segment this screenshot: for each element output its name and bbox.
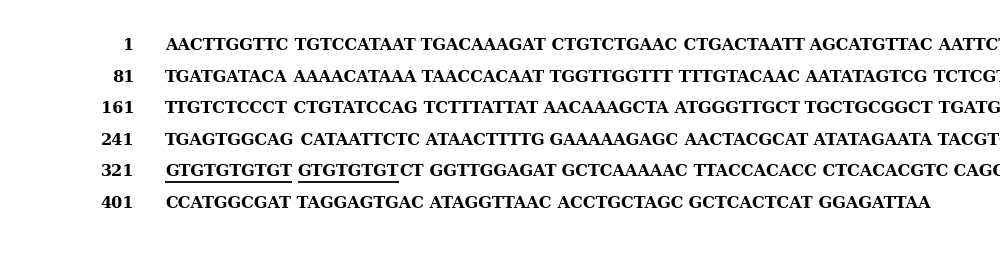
Text: TGTCCATAAT: TGTCCATAAT (289, 37, 415, 54)
Text: CTCACACGTC: CTCACACGTC (817, 163, 948, 180)
Text: AAAACATAAA: AAAACATAAA (288, 68, 416, 86)
Text: 81: 81 (112, 68, 134, 86)
Text: TGATGTTTAC: TGATGTTTAC (933, 100, 1000, 117)
Text: CATAATTCTC: CATAATTCTC (295, 132, 420, 149)
Text: TTGTCTCCCT: TTGTCTCCCT (165, 100, 288, 117)
Text: TCTTTATTAT: TCTTTATTAT (418, 100, 538, 117)
Text: GGTTGGAGAT: GGTTGGAGAT (424, 163, 556, 180)
Text: AACAAAGCTA: AACAAAGCTA (538, 100, 669, 117)
Text: AATATAGTCG: AATATAGTCG (800, 68, 928, 86)
Text: GAAAAAGAGC: GAAAAAGAGC (544, 132, 679, 149)
Text: ACCTGCTAGC: ACCTGCTAGC (552, 195, 683, 212)
Text: GTGTGTGT: GTGTGTGT (298, 163, 399, 180)
Text: TAGGAGTGAC: TAGGAGTGAC (291, 195, 424, 212)
Text: ATAGGTTAAC: ATAGGTTAAC (424, 195, 552, 212)
Text: AACTTGGTTC: AACTTGGTTC (165, 37, 289, 54)
Text: CCATGGCGAT: CCATGGCGAT (165, 195, 291, 212)
Text: GTGTGTGTGT: GTGTGTGTGT (165, 163, 292, 180)
Text: 401: 401 (101, 195, 134, 212)
Text: TAACCACAAT: TAACCACAAT (416, 68, 544, 86)
Text: 241: 241 (101, 132, 134, 149)
Text: TGATGATACA: TGATGATACA (165, 68, 288, 86)
Text: GGAGATTAA: GGAGATTAA (813, 195, 931, 212)
Text: CT: CT (399, 163, 424, 180)
Text: ATATAGAATA: ATATAGAATA (808, 132, 932, 149)
Text: AGCATGTTAC: AGCATGTTAC (804, 37, 933, 54)
Text: ATGGGTTGCT: ATGGGTTGCT (669, 100, 799, 117)
Text: TTTGTACAAC: TTTGTACAAC (673, 68, 800, 86)
Text: TGGTTGGTTT: TGGTTGGTTT (544, 68, 673, 86)
Text: TACGTGTACA: TACGTGTACA (932, 132, 1000, 149)
Text: 161: 161 (101, 100, 134, 117)
Text: TCTCGTGATA: TCTCGTGATA (928, 68, 1000, 86)
Text: AACTACGCAT: AACTACGCAT (679, 132, 808, 149)
Text: GCTCAAAAAC: GCTCAAAAAC (556, 163, 688, 180)
Text: GCTCACTCAT: GCTCACTCAT (683, 195, 813, 212)
Text: CTGTCTGAAC: CTGTCTGAAC (546, 37, 678, 54)
Text: ATAACTTTTG: ATAACTTTTG (420, 132, 544, 149)
Text: CTGTATCCAG: CTGTATCCAG (288, 100, 418, 117)
Text: 1: 1 (123, 37, 134, 54)
Text: TTACCACACC: TTACCACACC (688, 163, 817, 180)
Text: CTGACTAATT: CTGACTAATT (678, 37, 804, 54)
Text: 321: 321 (101, 163, 134, 180)
Text: TGAGTGGCAG: TGAGTGGCAG (165, 132, 295, 149)
Text: AATTCTACAC: AATTCTACAC (933, 37, 1000, 54)
Text: CAGGTGCCAT: CAGGTGCCAT (948, 163, 1000, 180)
Text: TGACAAAGAT: TGACAAAGAT (415, 37, 546, 54)
Text: TGCTGCGGCT: TGCTGCGGCT (799, 100, 933, 117)
